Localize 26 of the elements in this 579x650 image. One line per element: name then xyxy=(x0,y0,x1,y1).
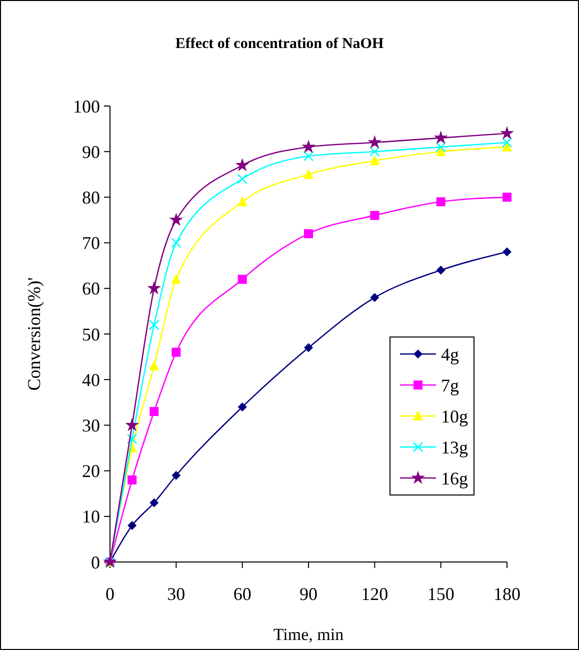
y-tick-label: 50 xyxy=(82,324,100,344)
y-tick-label: 30 xyxy=(82,416,100,436)
x-tick-label: 60 xyxy=(233,584,252,604)
y-tick-label: 60 xyxy=(82,278,100,299)
x-tick-label: 30 xyxy=(167,584,186,604)
y-tick-label: 10 xyxy=(82,506,100,527)
y-tick-label: 70 xyxy=(82,233,100,254)
x-axis-title: Time, min xyxy=(273,625,344,644)
legend-label: 13g xyxy=(441,437,468,458)
y-tick-label: 100 xyxy=(73,96,100,116)
chart-title: Effect of concentration of NaOH xyxy=(175,36,384,52)
x-tick-label: 180 xyxy=(494,584,520,604)
y-tick-label: 0 xyxy=(91,552,100,572)
x-tick-label: 150 xyxy=(427,584,454,604)
x-tick-label: 90 xyxy=(300,584,318,604)
x-tick-label: 120 xyxy=(361,584,388,604)
y-tick-label: 90 xyxy=(82,142,100,162)
legend-label: 7g xyxy=(441,375,459,396)
x-tick-label: 0 xyxy=(106,584,114,604)
legend-label: 4g xyxy=(441,344,459,364)
y-tick-label: 20 xyxy=(82,461,100,482)
legend-label: 10g xyxy=(441,406,468,426)
y-tick-label: 40 xyxy=(82,370,100,390)
y-tick-label: 80 xyxy=(82,188,100,208)
legend-label: 16g xyxy=(441,468,468,488)
y-axis-title: Conversion(%)' xyxy=(24,277,44,391)
